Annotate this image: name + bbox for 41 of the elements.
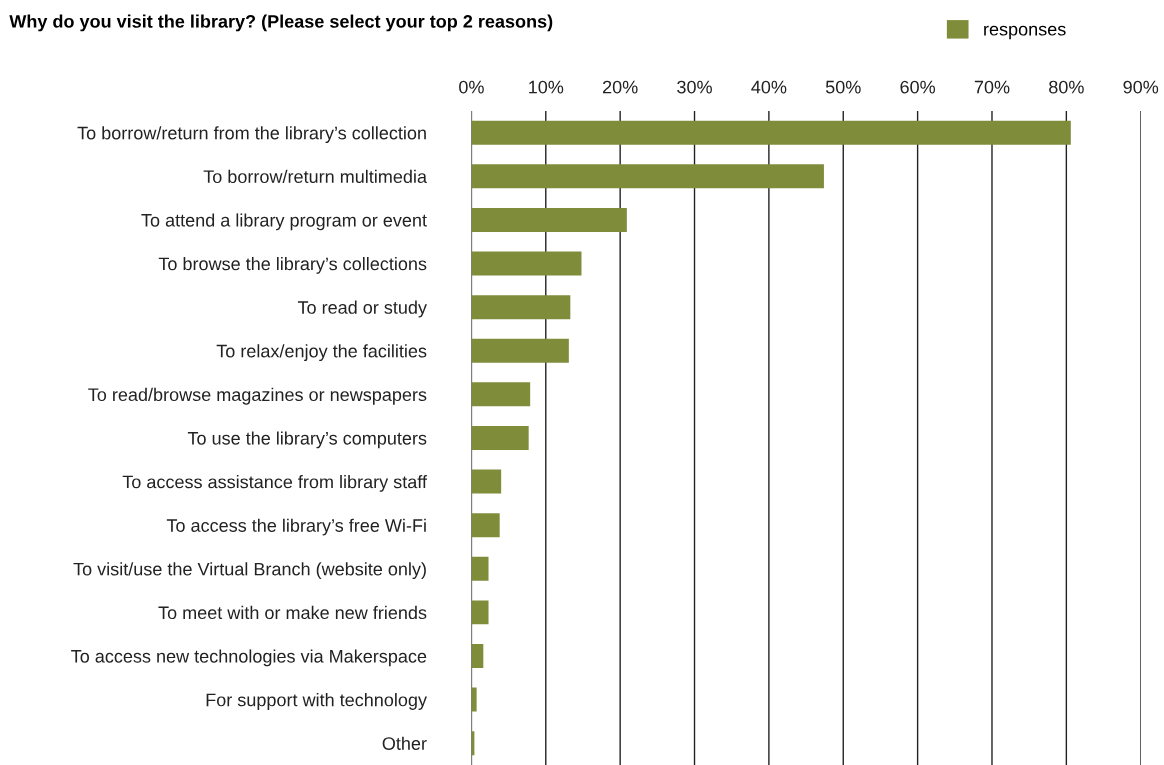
y-tick-label: To access the library’s free Wi-Fi	[166, 518, 426, 536]
bar	[471, 295, 571, 320]
x-tick-label: 70%	[974, 80, 1010, 94]
y-tick-label: To attend a library program or event	[141, 213, 427, 231]
x-tick-label: 50%	[825, 80, 861, 94]
bar	[471, 382, 531, 407]
bar	[471, 164, 824, 189]
x-tick-label: 20%	[602, 80, 638, 94]
legend-label: responses	[984, 25, 1066, 40]
bar	[471, 600, 489, 625]
x-tick-label: 0%	[459, 80, 484, 94]
x-tick-label: 40%	[751, 80, 787, 94]
bar	[471, 207, 627, 232]
x-tick-label: 90%	[1123, 80, 1159, 94]
y-tick-label: To relax/enjoy the facilities	[216, 344, 427, 362]
y-tick-label: To meet with or make new friends	[158, 605, 427, 620]
x-tick-label: 80%	[1049, 80, 1084, 94]
bar	[471, 469, 502, 494]
y-tick-label: To access new technologies via Makerspace	[71, 649, 427, 667]
y-tick-label: For support with technology	[206, 693, 427, 710]
y-tick-label: To read/browse magazines or newspapers	[88, 387, 427, 405]
y-tick-label: Other	[382, 736, 427, 750]
bar	[471, 687, 477, 712]
text: Why do you visit the library? (Please select your top 2 reasons)	[9, 14, 553, 32]
y-tick-label: To use the library’s computers	[187, 431, 427, 449]
x-tick-label: 10%	[529, 80, 564, 94]
bar	[471, 120, 1071, 145]
bar	[471, 556, 489, 581]
y-tick-label: To borrow/return from the library’s collection	[77, 126, 426, 144]
y-tick-label: To read or study	[297, 300, 427, 318]
bar	[471, 425, 529, 450]
x-tick-label: 30%	[677, 80, 712, 94]
bar	[471, 513, 500, 538]
bar	[471, 251, 582, 276]
y-tick-label: To browse the library’s collections	[158, 257, 427, 274]
x-tick-label: 60%	[900, 80, 936, 94]
bar	[471, 644, 484, 668]
y-tick-label: To borrow/return multimedia	[203, 169, 427, 184]
bar	[471, 338, 569, 363]
y-tick-label: To access assistance from library staff	[122, 475, 428, 492]
y-tick-label: To visit/use the Virtual Branch (website only)	[73, 562, 426, 580]
